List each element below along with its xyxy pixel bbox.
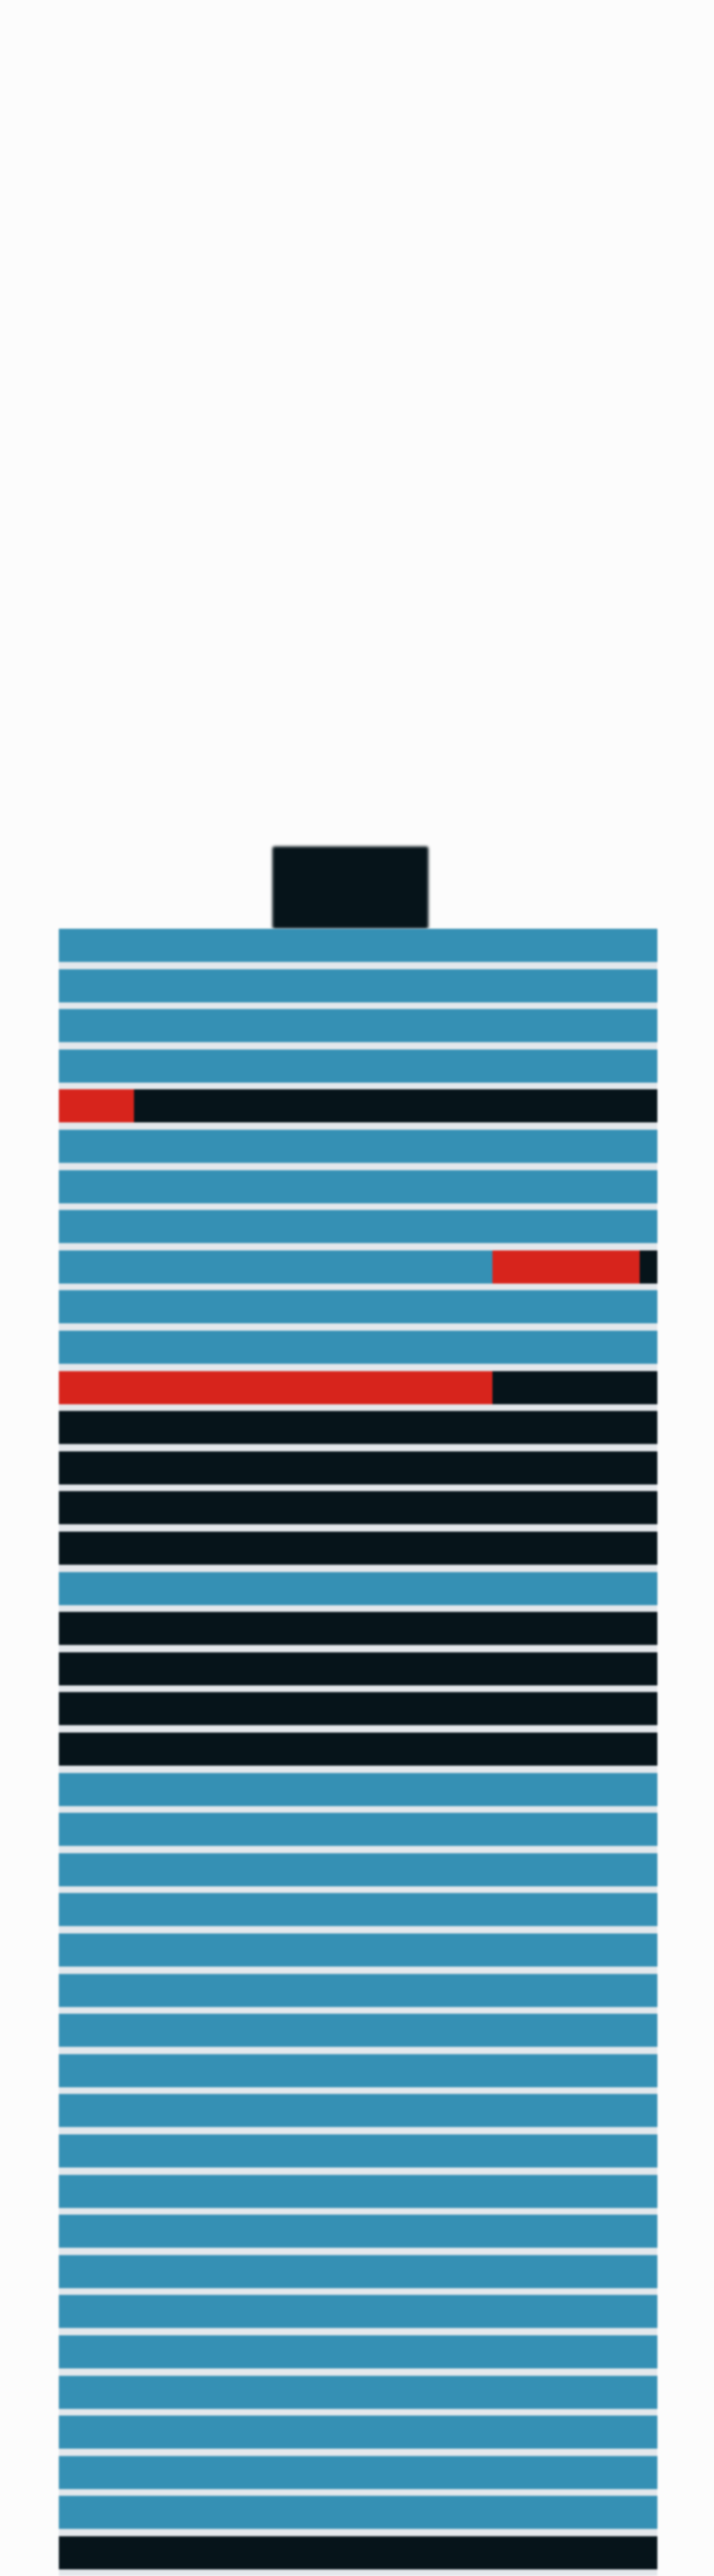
battery-cell-segment-blue (59, 1009, 657, 1043)
battery-cell-segment-blue (59, 1210, 657, 1244)
battery-cell-segment-blue (59, 2375, 657, 2409)
battery-cell-segment-blue (59, 1290, 657, 1324)
battery-cell-bar (59, 1130, 657, 1163)
battery-cell-bar (59, 1692, 657, 1726)
battery-cell-bar (59, 1571, 657, 1605)
battery-cell-bar (59, 2455, 657, 2489)
battery-cell-segment-blue (59, 2215, 657, 2248)
battery-cell-bar (59, 969, 657, 1002)
battery-cell-bar (59, 2094, 657, 2128)
battery-cell-bar (59, 2295, 657, 2329)
battery-cell-segment-blue (59, 2416, 657, 2449)
battery-cell-bar (59, 1813, 657, 1847)
battery-cell-segment-blue (59, 2174, 657, 2208)
battery-cell-segment-blue (59, 1933, 657, 1967)
battery-cell-bar (59, 2375, 657, 2409)
battery-cell-bar (59, 1973, 657, 2007)
battery-cell-bar (59, 929, 657, 962)
battery-cell-bar (59, 1612, 657, 1646)
battery-cell-segment-blue (59, 1571, 657, 1605)
battery-cell-segment-blue (59, 929, 657, 962)
battery-cell-bar (59, 2254, 657, 2288)
battery-cell-segment-black (59, 1451, 657, 1485)
battery-cell-segment-blue (59, 2295, 657, 2329)
battery-cell-bar (59, 1331, 657, 1364)
battery-cell-bar (59, 1210, 657, 1244)
battery-cell-segment-blue (59, 1893, 657, 1927)
battery-cell-segment-black (492, 1370, 657, 1404)
battery-cell-segment-blue (59, 2014, 657, 2048)
battery-cell-bar (59, 1009, 657, 1043)
battery-cell-segment-blue (59, 2455, 657, 2489)
battery-cell-segment-black (59, 1612, 657, 1646)
battery-cell-segment-blue (59, 2254, 657, 2288)
battery-cell-bar (59, 1652, 657, 1685)
battery-cell-bar (59, 2053, 657, 2087)
battery-cell-segment-blue (59, 1853, 657, 1886)
battery-cell-bar (59, 1853, 657, 1886)
battery-cell-bar (59, 2174, 657, 2208)
battery-cell-bar (59, 1170, 657, 1203)
battery-cell-segment-blue (59, 1049, 657, 1083)
battery-cell-bar (59, 2215, 657, 2248)
battery-cell-segment-red (492, 1250, 640, 1284)
battery-cell-segment-blue (59, 1170, 657, 1203)
battery-cell-bar (59, 2335, 657, 2368)
battery-cell-bar (59, 1411, 657, 1445)
battery-cell-bar (59, 1290, 657, 1324)
battery-cell-segment-blue (59, 2053, 657, 2087)
battery-cell-bar (59, 1772, 657, 1806)
battery-cell-bar (59, 2536, 657, 2569)
battery-cell-segment-black (59, 1491, 657, 1525)
battery-cell-segment-blue (59, 1772, 657, 1806)
battery-cell-segment-red (59, 1089, 134, 1123)
battery-cell-bar (59, 2416, 657, 2449)
battery-cell-segment-blue (59, 969, 657, 1002)
battery-cell-segment-black (59, 1733, 657, 1766)
battery-cell-segment-blue (59, 1250, 493, 1284)
battery-cell-segment-blue (59, 2134, 657, 2168)
battery-cell-segment-black (59, 2536, 657, 2569)
battery-cell-bar (59, 1893, 657, 1927)
battery-cell-segment-black (59, 1532, 657, 1565)
battery-cell-bar (59, 2134, 657, 2168)
battery-cell-segment-black (59, 1411, 657, 1445)
battery-cell-segment-black (59, 1692, 657, 1726)
battery-cell-segment-blue (59, 2496, 657, 2530)
battery-cell-segment-blue (59, 1130, 657, 1163)
battery-cell-segment-blue (59, 1973, 657, 2007)
battery-cell-segment-black (133, 1089, 657, 1123)
battery-cell-segment-blue (59, 1331, 657, 1364)
battery-cell-segment-black (639, 1250, 657, 1284)
battery-cell-bar (59, 1733, 657, 1766)
battery-cell-bar (59, 1049, 657, 1083)
battery-cell-bar (59, 1532, 657, 1565)
battery-cell-segment-blue (59, 2094, 657, 2128)
battery-cell-bar (59, 1250, 657, 1284)
battery-cell-bar (59, 1370, 657, 1404)
battery-terminal-icon (272, 846, 428, 929)
battery-cell-segment-red (59, 1370, 493, 1404)
battery-cell-bar (59, 1451, 657, 1485)
battery-cell-bar (59, 1491, 657, 1525)
battery-cell-segment-blue (59, 1813, 657, 1847)
battery-cell-bar (59, 1089, 657, 1123)
battery-cell-segment-black (59, 1652, 657, 1685)
battery-cell-bar (59, 2496, 657, 2530)
battery-cell-segment-blue (59, 2335, 657, 2368)
battery-cell-bar (59, 1933, 657, 1967)
battery-cell-bar (59, 2014, 657, 2048)
